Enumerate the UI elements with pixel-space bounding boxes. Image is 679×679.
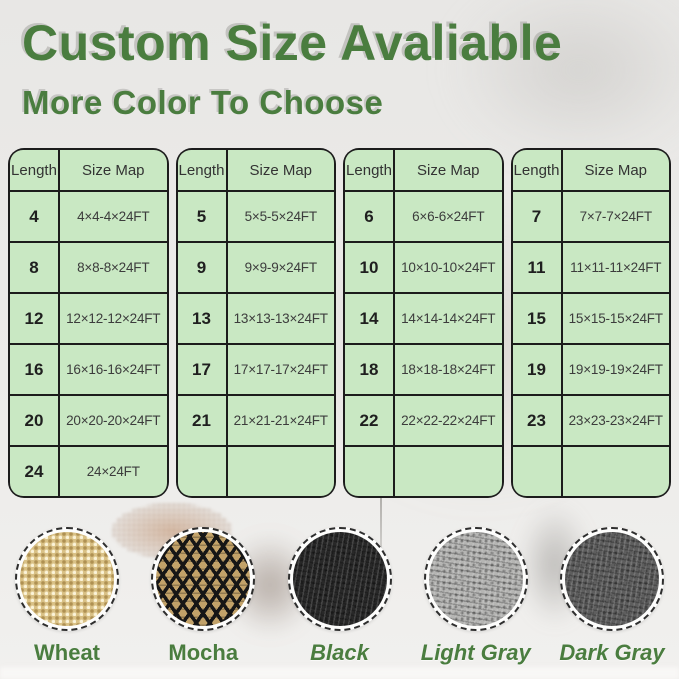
length-cell: 13: [177, 294, 226, 343]
size-cell: 9×9-9×24FT: [227, 243, 334, 292]
size-cell: 14×14-14×24FT: [395, 294, 502, 343]
size-table-3: Length Size Map 6 6×6-6×24FT 10 10×10-10…: [343, 148, 504, 498]
length-cell: 10: [345, 243, 393, 292]
column-header-size-map: Size Map: [227, 150, 334, 190]
swatch-mocha: Mocha: [149, 527, 257, 666]
length-cell: 19: [512, 345, 561, 394]
swatch-dashed-ring: [423, 527, 528, 631]
column-header-length: Length: [177, 150, 226, 190]
length-cell: 9: [177, 243, 226, 292]
length-cell: 5: [177, 192, 226, 241]
length-cell: 4: [10, 192, 58, 241]
size-cell: 4×4-4×24FT: [60, 192, 167, 241]
size-cell: 20×20-20×24FT: [60, 396, 167, 445]
page-title: Custom Size Avaliable: [22, 15, 563, 71]
length-cell: 17: [177, 345, 226, 394]
swatch-label-black: Black: [310, 640, 369, 665]
column-header-size-map: Size Map: [562, 150, 669, 190]
column-header-length: Length: [512, 150, 561, 190]
length-cell: 16: [10, 345, 58, 394]
background-bottom-strip: [0, 667, 679, 679]
length-cell: 18: [345, 345, 393, 394]
column-header-size-map: Size Map: [60, 150, 167, 190]
length-cell: 7: [512, 192, 561, 241]
size-cell: 17×17-17×24FT: [227, 345, 334, 394]
length-cell: [345, 447, 393, 496]
size-cell: [395, 447, 502, 496]
column-header-length: Length: [10, 150, 58, 190]
dark-gray-fabric-texture: [565, 532, 659, 626]
black-fabric-texture: [292, 532, 387, 626]
size-cell: 15×15-15×24FT: [562, 294, 669, 343]
size-cell: [562, 447, 669, 496]
swatch-label-mocha: Mocha: [168, 640, 239, 665]
page-subtitle: More Color To Choose: [22, 84, 384, 121]
size-cell: 12×12-12×24FT: [60, 294, 167, 343]
length-cell: 20: [10, 396, 58, 445]
size-cell: 24×24FT: [60, 447, 167, 496]
length-cell: 21: [177, 396, 226, 445]
size-cell: 16×16-16×24FT: [60, 345, 167, 394]
column-header-length: Length: [345, 150, 393, 190]
length-cell: 15: [512, 294, 561, 343]
length-cell: 14: [345, 294, 393, 343]
length-cell: 24: [10, 447, 58, 496]
swatch-dashed-ring: [287, 527, 392, 631]
size-cell: 11×11-11×24FT: [562, 243, 669, 292]
size-cell: 18×18-18×24FT: [395, 345, 502, 394]
size-table-2: Length Size Map 5 5×5-5×24FT 9 9×9-9×24F…: [175, 148, 336, 498]
length-cell: 8: [10, 243, 58, 292]
size-cell: 6×6-6×24FT: [395, 192, 502, 241]
size-cell: 19×19-19×24FT: [562, 345, 669, 394]
size-tables-row: Length Size Map 4 4×4-4×24FT 8 8×8-8×24F…: [8, 148, 671, 498]
swatch-black: Black: [286, 527, 394, 666]
swatch-wheat: Wheat: [13, 527, 121, 666]
swatch-label-light-gray: Light Gray: [420, 640, 531, 665]
length-cell: 12: [10, 294, 58, 343]
size-cell: 5×5-5×24FT: [227, 192, 334, 241]
swatch-label-wheat: Wheat: [34, 640, 100, 665]
wheat-fabric-texture: [20, 532, 114, 626]
size-table-4: Length Size Map 7 7×7-7×24FT 11 11×11-11…: [510, 148, 671, 498]
length-cell: [512, 447, 561, 496]
size-cell: 23×23-23×24FT: [562, 396, 669, 445]
size-table-1: Length Size Map 4 4×4-4×24FT 8 8×8-8×24F…: [8, 148, 169, 498]
size-cell: [227, 447, 334, 496]
swatch-dashed-ring: [15, 527, 119, 631]
column-header-size-map: Size Map: [395, 150, 502, 190]
length-cell: 23: [512, 396, 561, 445]
swatch-dark-gray: Dark Gray: [558, 527, 666, 666]
size-cell: 10×10-10×24FT: [395, 243, 502, 292]
size-cell: 21×21-21×24FT: [227, 396, 334, 445]
light-gray-fabric-texture: [428, 532, 523, 626]
length-cell: 22: [345, 396, 393, 445]
length-cell: [177, 447, 226, 496]
swatch-label-dark-gray: Dark Gray: [559, 640, 665, 665]
color-swatch-row: Wheat Mocha Black Light Gray Dark Gray: [0, 527, 679, 666]
size-cell: 13×13-13×24FT: [227, 294, 334, 343]
swatch-dashed-ring: [151, 527, 256, 631]
swatch-dashed-ring: [560, 527, 664, 631]
size-cell: 22×22-22×24FT: [395, 396, 502, 445]
swatch-light-gray: Light Gray: [420, 527, 531, 666]
size-cell: 7×7-7×24FT: [562, 192, 669, 241]
length-cell: 6: [345, 192, 393, 241]
size-cell: 8×8-8×24FT: [60, 243, 167, 292]
length-cell: 11: [512, 243, 561, 292]
mocha-fabric-texture: [156, 532, 251, 626]
